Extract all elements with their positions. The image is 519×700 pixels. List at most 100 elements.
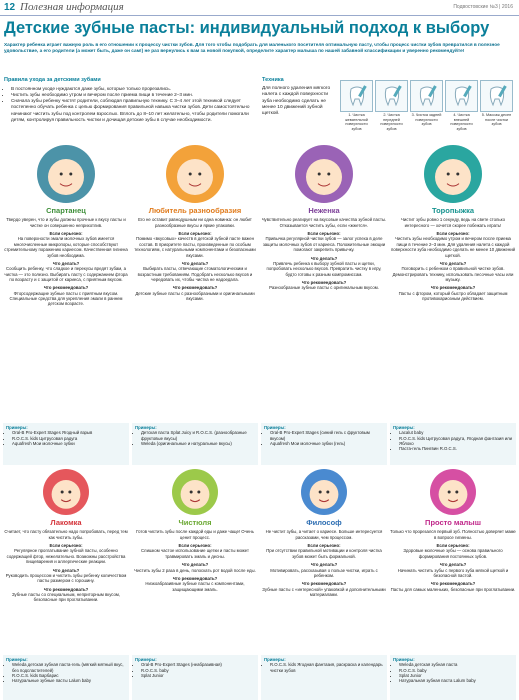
examples-box: Примеры:Детская паста Splat Juicy и R.O.…: [132, 423, 258, 465]
examples-box: Примеры:Weleda детская зубная пастаR.O.C…: [390, 655, 516, 700]
type-description: Его не оставит равнодушным ни одна новин…: [138, 217, 252, 228]
examples-list: Детская паста Splat Juicy и R.O.C.S. (ра…: [135, 430, 255, 446]
examples-label: Примеры:: [264, 657, 286, 662]
examples-list: Weleda детская зубная паста-гель (мягкий…: [6, 662, 126, 683]
character: [295, 145, 353, 203]
character: [424, 145, 482, 203]
examples-list: Weleda детская зубная пастаR.O.C.S. baby…: [393, 662, 513, 683]
section-text: На поверхности эмали молочных зубов имее…: [4, 236, 128, 258]
examples-label: Примеры:: [135, 425, 157, 430]
section-title: Полезная информация: [20, 1, 124, 13]
type-name: Философ: [306, 518, 342, 527]
section-text: Разнообразные зубные пасты с оригинальны…: [269, 285, 379, 291]
type-name: Спартанец: [46, 206, 86, 215]
type-column: Любитель разнообразия Его не оставит равн…: [132, 144, 258, 420]
example-item: Aquafresh Мои молочные зубки: [12, 441, 126, 446]
character-image: [42, 468, 90, 516]
section-label: Что рекомендовать?: [430, 285, 476, 291]
type-column: Лакомка Считает, что пасту обязательно на…: [3, 468, 129, 654]
section-label: Что делать?: [181, 260, 209, 266]
type-column: Торопыжка Чистит зубы ровно 1 секунду, ве…: [390, 144, 516, 420]
technique-steps: 1. Чистка жевательной поверхности зубов 2…: [340, 80, 516, 131]
tooth-icon: [489, 85, 507, 107]
section-label: Что делать?: [310, 255, 338, 261]
type-description: Чистит зубы ровно 1 секунду, ведь на све…: [401, 217, 505, 228]
step-image: [410, 80, 443, 112]
example-item: Oral-B Pro-Expert Stages Ягодный взрыв: [12, 430, 126, 435]
section-text: Пасты для самых маленьких, безопасные пр…: [390, 586, 516, 592]
type-name: Просто малыш: [425, 518, 481, 527]
rules: Правила ухода за детскими зубами В посто…: [4, 77, 254, 123]
character-image: [165, 144, 225, 204]
example-item: Натуральные зубные пасты Lalum baby: [12, 678, 126, 683]
example-item: R.O.C.S. baby: [399, 668, 513, 673]
type-name: Любитель разнообразия: [148, 206, 242, 215]
example-item: Натуральная зубная паста Lalum baby: [399, 678, 513, 683]
example-item: R.O.C.S. baby: [141, 668, 255, 673]
character-image: [36, 144, 96, 204]
section-text: Выбирать пасты, отвечающие стоматологиче…: [137, 266, 253, 282]
section-label: Что рекомендовать?: [172, 285, 218, 291]
section-label: Что рекомендовать?: [172, 575, 218, 581]
examples-list: Oral-B Pro-Expert Stages (неабразивная)R…: [135, 662, 255, 678]
section-label: Что рекомендовать?: [43, 285, 89, 291]
section-text: Фторсодержащие зубные пасты с приятным в…: [9, 290, 123, 307]
section-label: Если серьезно:: [178, 543, 212, 549]
section-label: Что делать?: [52, 567, 80, 573]
type-description: Считает, что пасту обязательно надо попр…: [4, 529, 128, 540]
character: [37, 145, 95, 203]
section-text: Привычка регулярной чистки зубов — залог…: [262, 236, 386, 253]
tooth-icon: [349, 85, 367, 107]
example-item: R.O.C.S. kids Барбарис: [12, 673, 126, 678]
type-column: Спартанец Твердо уверен, что и зубы должн…: [3, 144, 129, 420]
type-description: Только что прорезался первый зуб. Полнос…: [390, 529, 516, 540]
examples-list: Oral-B Pro-Expert Stages Ягодный взрывR.…: [6, 430, 126, 446]
example-item: R.O.C.S. kids Цитрусовая радуга, Ягодная…: [399, 436, 513, 447]
issue: Подвостовские №3 | 2016: [453, 4, 513, 10]
character: [430, 469, 476, 515]
tooth-icon: [419, 85, 437, 107]
rule-item: В постоянном уходе нуждаются даже зубы, …: [11, 86, 254, 92]
step: 4. Чистка внешней поверхности зубов: [445, 80, 478, 131]
type-description: Не чистит зубы, а читает о кариесе. Боль…: [265, 529, 383, 540]
section-text: Начинать чистить зубы с первого зуба мяг…: [397, 567, 509, 578]
type-description: Чувствительно реагирует на вкусовые каче…: [261, 217, 387, 228]
header-bar: [0, 0, 519, 16]
section-label: Что делать?: [52, 260, 80, 266]
character-image: [171, 468, 219, 516]
example-item: Oral-B Pro-Expert Stages (синий гель с ф…: [270, 430, 384, 441]
type-name: Торопыжка: [431, 206, 475, 215]
example-item: Aquafresh Мои молочные зубки (гель): [270, 441, 384, 446]
character-image: [294, 144, 354, 204]
step-caption: 3. Чистка задней поверхности зубов: [411, 113, 442, 127]
section-text: Помимо «вкусовых» качеств в детской зубн…: [134, 236, 256, 258]
example-item: Lacalut baby: [399, 430, 513, 435]
type-column: Неженка Чувствительно реагирует на вкусов…: [261, 144, 387, 420]
section-label: Что рекомендовать?: [430, 581, 476, 587]
step-caption: 5. Массаж десен после чистки зубов: [481, 113, 512, 127]
step-image: [340, 80, 373, 112]
example-item: Weleda детская зубная паста-гель (мягкий…: [12, 662, 126, 673]
character: [43, 469, 89, 515]
step-image: [480, 80, 513, 112]
character: [166, 145, 224, 203]
type-description: Твердо уверен, что и зубы должны прочные…: [6, 217, 126, 228]
section-text: Зубные пасты со специальным, неприторным…: [11, 591, 121, 603]
tooth-icon: [454, 85, 472, 107]
examples-label: Примеры:: [135, 657, 157, 662]
section-label: Если серьезно:: [178, 231, 212, 237]
step-image: [445, 80, 478, 112]
step-caption: 1. Чистка жевательной поверхности зубов: [345, 113, 368, 131]
example-item: R.O.C.S. kids Цитрусовая радуга: [12, 436, 126, 441]
section-label: Что делать?: [181, 562, 209, 568]
character-image: [300, 468, 348, 516]
rules-list: В постоянном уходе нуждаются даже зубы, …: [4, 86, 254, 123]
section-text: Чистить зубы необходимо утром и вечером …: [390, 236, 516, 258]
section-text: Слишком частое использование щетки и пас…: [140, 548, 250, 559]
title: Детские зубные пасты: индивидуальный под…: [4, 19, 490, 37]
section-label: Что делать?: [310, 562, 338, 568]
examples-list: Lacalut babyR.O.C.S. kids Цитрусовая рад…: [393, 430, 513, 451]
example-item: Паста-гель Пингвин R.O.C.S.: [399, 446, 513, 451]
examples-list: R.O.C.S. kids Ягодная фантазия, раскраск…: [264, 662, 384, 673]
